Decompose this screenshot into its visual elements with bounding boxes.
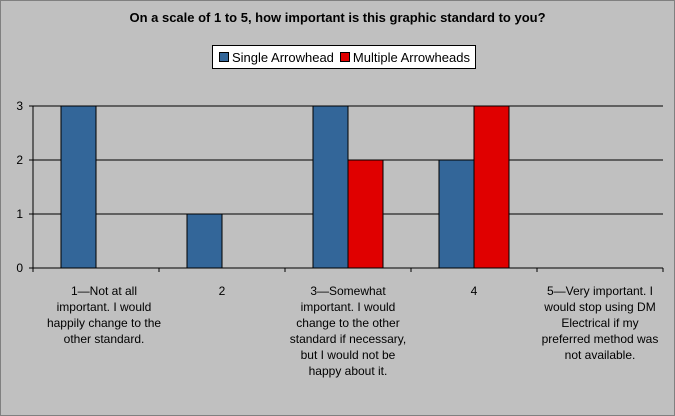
bar-single-1 — [60, 105, 97, 269]
x-tick-label-3: 3—Somewhat important. I would change to … — [289, 284, 407, 378]
legend-swatch-single — [219, 52, 229, 62]
legend-swatch-multiple — [339, 52, 350, 62]
x-tick-label-4: 4 — [470, 284, 478, 298]
bar-single-4 — [438, 159, 475, 269]
x-tick-label-1: 1—Not at all important. I would happily … — [46, 284, 162, 346]
legend: Single Arrowhead Multiple Arrowheads — [212, 45, 476, 69]
bar-multiple-3 — [347, 159, 384, 269]
y-tick-label-3: 3 — [16, 99, 23, 113]
x-tick-label-5: 5—Very important. I would stop using DM … — [541, 284, 659, 362]
chart-title: On a scale of 1 to 5, how important is t… — [129, 10, 546, 25]
legend-label-single: Single Arrowhead — [232, 49, 334, 65]
y-tick-label-2: 2 — [16, 153, 23, 167]
x-tick-label-2: 2 — [218, 284, 226, 298]
bar-multiple-4 — [473, 105, 510, 269]
y-tick-label-0: 0 — [16, 261, 23, 275]
bar-single-2 — [186, 213, 223, 269]
legend-item-single: Single Arrowhead — [219, 50, 334, 65]
legend-label-multiple: Multiple Arrowheads — [352, 49, 470, 65]
y-tick-label-1: 1 — [16, 207, 23, 221]
bar-single-3 — [312, 105, 349, 269]
legend-item-multiple: Multiple Arrowheads — [339, 49, 470, 65]
